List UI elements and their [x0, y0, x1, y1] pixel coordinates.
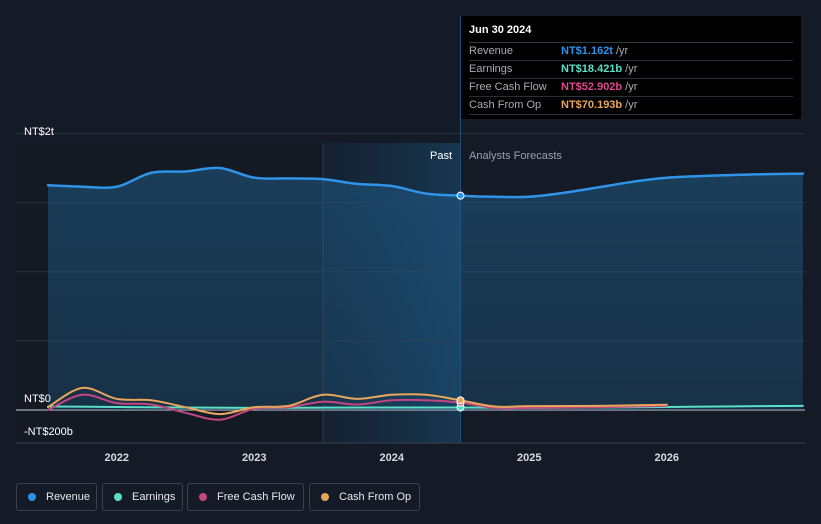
y-tick-bottom: -NT$200b: [24, 426, 73, 438]
tooltip-name: Cash From Op: [469, 99, 542, 111]
legend-item-free-cash-flow[interactable]: Free Cash Flow: [187, 483, 304, 511]
x-tick-label: 2024: [380, 452, 405, 464]
x-tick-label: 2025: [517, 452, 541, 464]
revenue-area: [48, 167, 803, 410]
legend-dot: [199, 493, 207, 501]
legend-item-earnings[interactable]: Earnings: [102, 483, 183, 511]
y-tick-zero: NT$0: [24, 393, 51, 405]
y-tick-top: NT$2t: [24, 126, 54, 138]
tooltip-name: Revenue: [469, 45, 514, 57]
marker-cash-from-op: [456, 396, 465, 405]
tooltip-unit: /yr: [625, 99, 638, 111]
legend-item-revenue[interactable]: Revenue: [16, 483, 97, 511]
marker-revenue: [456, 191, 465, 200]
x-tick-label: 2022: [105, 452, 129, 464]
past-label: Past: [430, 150, 453, 162]
x-tick-label: 2026: [655, 452, 679, 464]
tooltip-value: NT$52.902b: [561, 81, 623, 93]
tooltip-value: NT$18.421b: [561, 63, 623, 75]
legend-label: Revenue: [46, 491, 91, 503]
tooltip-unit: /yr: [615, 45, 629, 57]
tooltip-name: Free Cash Flow: [469, 81, 547, 93]
tooltip: Jun 30 2024 Revenue NT$1.162t /yr Earnin…: [461, 16, 801, 119]
tooltip-row-fcf: Free Cash Flow NT$52.902b /yr: [469, 79, 793, 97]
series-line-free-cash-flow: [47, 393, 668, 421]
tooltip-row-revenue: Revenue NT$1.162t /yr: [469, 43, 793, 61]
tooltip-row-cfo: Cash From Op NT$70.193b /yr: [469, 97, 793, 115]
legend-dot: [28, 493, 36, 501]
legend-label: Earnings: [132, 491, 176, 503]
tooltip-date: Jun 30 2024: [469, 24, 793, 43]
legend-dot: [114, 493, 122, 501]
series-line-earnings: [47, 404, 804, 409]
tooltip-unit: /yr: [625, 81, 638, 93]
legend-label: Cash From Op: [339, 491, 412, 503]
forecast-label: Analysts Forecasts: [469, 150, 562, 162]
legend-label: Free Cash Flow: [217, 491, 295, 503]
tooltip-value: NT$70.193b: [561, 99, 623, 111]
tooltip-row-earnings: Earnings NT$18.421b /yr: [469, 61, 793, 79]
series-line-revenue: [46, 166, 805, 199]
series-line-cash-from-op: [47, 386, 668, 416]
legend-dot: [321, 493, 329, 501]
legend-item-cash-from-op[interactable]: Cash From Op: [309, 483, 420, 511]
tooltip-name: Earnings: [469, 63, 513, 75]
tooltip-unit: /yr: [625, 63, 638, 75]
x-tick-label: 2023: [242, 452, 266, 464]
tooltip-value: NT$1.162t: [561, 45, 613, 57]
